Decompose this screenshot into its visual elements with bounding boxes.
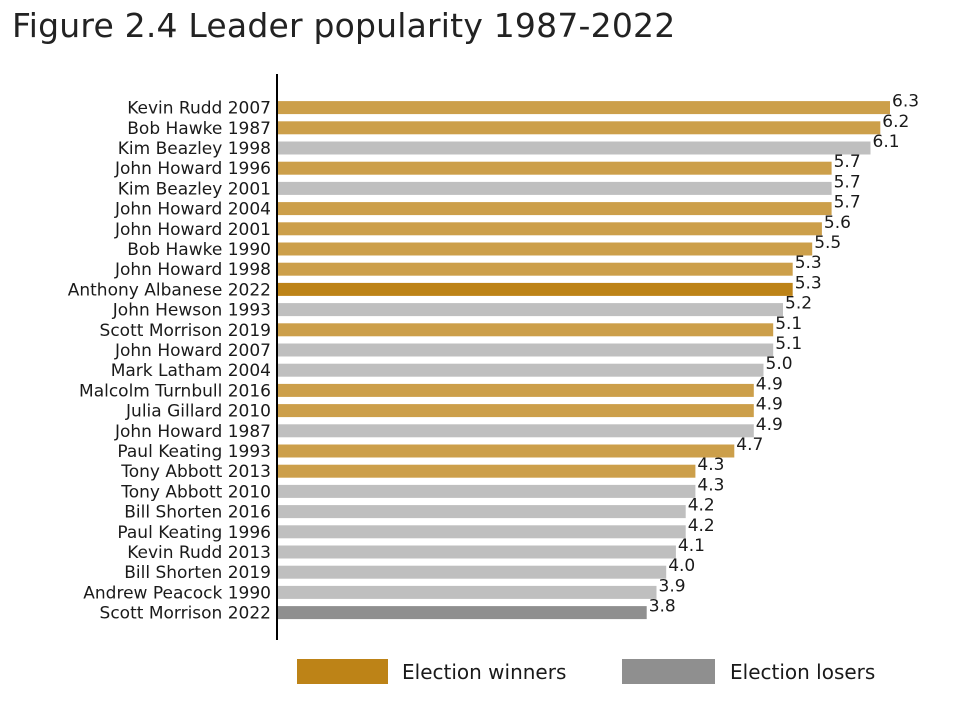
value-label: 6.1: [873, 132, 900, 152]
bar: [277, 222, 822, 236]
value-labels-layer: 6.36.26.15.75.75.75.65.55.35.35.25.15.15…: [649, 92, 919, 617]
value-label: 5.7: [834, 152, 861, 172]
bar: [277, 101, 890, 115]
chart-title: Figure 2.4 Leader popularity 1987-2022: [12, 6, 676, 45]
category-label: Bill Shorten 2016: [124, 503, 271, 523]
bar: [277, 464, 696, 478]
category-label: Bob Hawke 1987: [127, 119, 271, 139]
category-label: Julia Gillard 2010: [125, 402, 271, 422]
value-label: 5.3: [795, 253, 822, 273]
bar: [277, 545, 676, 559]
category-label: Mark Latham 2004: [111, 361, 271, 381]
value-label: 4.9: [756, 415, 783, 435]
category-label: John Howard 2004: [114, 200, 271, 220]
value-label: 4.3: [697, 455, 724, 475]
category-label: Paul Keating 1993: [117, 442, 271, 462]
value-label: 4.9: [756, 395, 783, 415]
value-label: 5.0: [766, 354, 793, 374]
value-label: 4.9: [756, 374, 783, 394]
value-label: 4.1: [678, 536, 705, 556]
category-label: Kevin Rudd 2007: [127, 99, 271, 119]
category-label: Kim Beazley 1998: [118, 139, 271, 159]
value-label: 6.2: [882, 112, 909, 132]
value-label: 3.8: [649, 597, 676, 617]
bar: [277, 323, 774, 337]
value-label: 4.2: [688, 516, 715, 536]
category-label: Tony Abbott 2013: [120, 462, 271, 482]
category-label: John Howard 1996: [114, 159, 271, 179]
bar: [277, 404, 754, 418]
bar: [277, 424, 754, 438]
value-label: 5.5: [814, 233, 841, 253]
category-label: Kim Beazley 2001: [118, 179, 271, 199]
category-label: Scott Morrison 2022: [100, 604, 271, 624]
category-label: Tony Abbott 2010: [120, 482, 271, 502]
bar: [277, 343, 774, 357]
legend-loser-swatch: [622, 659, 715, 684]
category-label: John Hewson 1993: [112, 301, 271, 321]
bar: [277, 262, 793, 276]
value-label: 4.7: [736, 435, 763, 455]
value-label: 5.1: [775, 334, 802, 354]
category-label: Bob Hawke 1990: [127, 240, 271, 260]
bars-layer: [277, 101, 890, 620]
bar: [277, 242, 813, 256]
value-label: 5.6: [824, 213, 851, 233]
legend-loser-label: Election losers: [730, 660, 875, 684]
value-label: 4.2: [688, 496, 715, 516]
bar: [277, 444, 735, 458]
bar: [277, 565, 667, 579]
category-label: John Howard 1998: [114, 260, 271, 280]
category-label: Paul Keating 1996: [117, 523, 271, 543]
value-label: 4.3: [697, 475, 724, 495]
category-label: John Howard 1987: [114, 422, 271, 442]
value-label: 5.2: [785, 294, 812, 314]
value-label: 5.7: [834, 193, 861, 213]
bar: [277, 363, 764, 377]
bar: [277, 303, 783, 317]
category-label: John Howard 2007: [114, 341, 271, 361]
value-label: 5.1: [775, 314, 802, 334]
bar: [277, 121, 881, 135]
value-label: 3.9: [659, 576, 686, 596]
bar: [277, 383, 754, 397]
bar: [277, 525, 686, 539]
category-label: John Howard 2001: [114, 220, 271, 240]
legend: Election winners Election losers: [297, 659, 875, 684]
bar: [277, 585, 657, 599]
category-label: Malcolm Turnbull 2016: [79, 381, 271, 401]
bar: [277, 141, 871, 155]
legend-winner-label: Election winners: [402, 660, 566, 684]
legend-winner-swatch: [297, 659, 388, 684]
bar: [277, 484, 696, 498]
bar: [277, 606, 647, 620]
bar: [277, 181, 832, 195]
value-label: 5.7: [834, 172, 861, 192]
category-label: Anthony Albanese 2022: [68, 280, 271, 300]
bar: [277, 202, 832, 216]
value-label: 4.0: [668, 556, 695, 576]
bar: [277, 161, 832, 175]
category-label: Scott Morrison 2019: [100, 321, 271, 341]
bar: [277, 505, 686, 519]
category-label: Bill Shorten 2019: [124, 563, 271, 583]
bar: [277, 282, 793, 296]
category-label: Kevin Rudd 2013: [127, 543, 271, 563]
value-label: 6.3: [892, 92, 919, 112]
category-label: Andrew Peacock 1990: [83, 583, 271, 603]
value-label: 5.3: [795, 273, 822, 293]
